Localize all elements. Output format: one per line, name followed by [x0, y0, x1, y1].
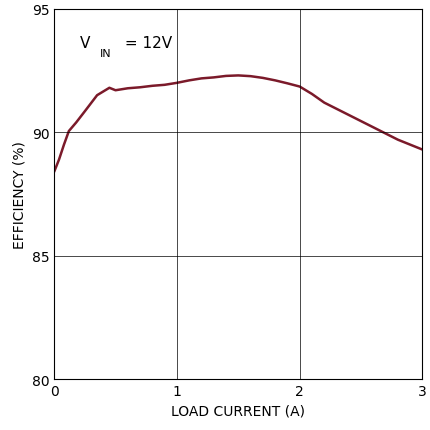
X-axis label: LOAD CURRENT (A): LOAD CURRENT (A)	[171, 403, 304, 417]
Text: IN: IN	[100, 49, 111, 58]
Text: = 12V: = 12V	[120, 36, 172, 50]
Text: V: V	[80, 36, 90, 50]
Y-axis label: EFFICIENCY (%): EFFICIENCY (%)	[13, 141, 27, 249]
